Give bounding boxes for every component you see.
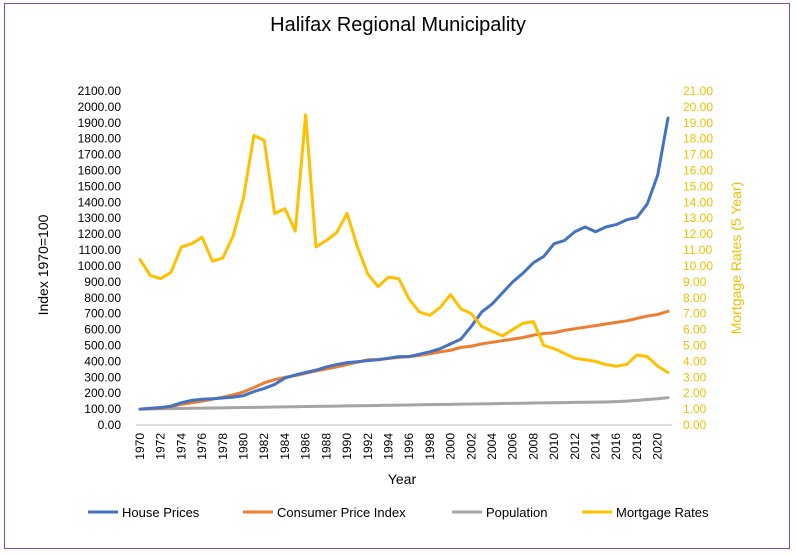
x-tick-label: 2006 [506, 433, 520, 460]
legend-label: Population [486, 505, 547, 520]
x-tick-label: 1974 [174, 433, 188, 460]
y2-tick-label: 9.00 [683, 275, 707, 289]
x-tick-label: 2010 [547, 433, 561, 460]
x-tick-label: 1986 [299, 433, 313, 460]
y-tick-label: 300.00 [84, 370, 121, 384]
legend: House Prices Consumer Price Index Populati… [88, 505, 709, 520]
y-tick-label: 600.00 [84, 323, 121, 337]
y-tick-label: 1500.00 [78, 179, 122, 193]
y-tick-label: 900.00 [84, 275, 121, 289]
y2-tick-label: 7.00 [683, 307, 707, 321]
y2-tick-label: 12.00 [683, 227, 713, 241]
y-tick-label: 2000.00 [78, 100, 122, 114]
y2-tick-label: 13.00 [683, 211, 713, 225]
legend-label: House Prices [122, 505, 200, 520]
x-tick-label: 2004 [485, 433, 499, 460]
y-tick-label: 200.00 [84, 386, 121, 400]
x-tick-label: 2012 [568, 433, 582, 460]
y2-axis-title: Mortgage Rates (5 Year) [728, 182, 744, 335]
x-tick-label: 1980 [237, 433, 251, 460]
x-tick-label: 2016 [609, 433, 623, 460]
y2-tick-label: 3.00 [683, 370, 707, 384]
y-tick-label: 1100.00 [79, 243, 122, 257]
y2-tick-label: 15.00 [683, 179, 713, 193]
y2-tick-label: 0.00 [683, 418, 707, 432]
series-line-population [138, 396, 670, 411]
y2-tick-label: 1.00 [683, 402, 707, 416]
x-tick-label: 2002 [464, 433, 478, 460]
y2-tick-label: 10.00 [683, 259, 713, 273]
y-tick-label: 1900.00 [78, 116, 122, 130]
y-tick-label: 1800.00 [78, 132, 122, 146]
y-tick-label: 1400.00 [78, 195, 122, 209]
y-tick-label: 800.00 [84, 291, 121, 305]
y-tick-label: 100.00 [84, 402, 121, 416]
y2-tick-label: 16.00 [683, 164, 713, 178]
y2-tick-label: 20.00 [683, 100, 713, 114]
y2-tick-label: 11.00 [683, 243, 712, 257]
y-tick-label: 700.00 [84, 307, 121, 321]
y2-tick-label: 5.00 [683, 338, 707, 352]
y2-tick-label: 2.00 [683, 386, 707, 400]
y-tick-label: 1600.00 [78, 164, 122, 178]
chart-frame [4, 3, 790, 549]
x-tick-label: 1972 [154, 433, 168, 460]
x-tick-label: 1988 [319, 433, 333, 460]
y2-tick-label: 8.00 [683, 291, 707, 305]
x-tick-label: 2020 [651, 433, 665, 460]
y-axis-title: Index 1970=100 [35, 214, 51, 315]
y-tick-label: 1300.00 [78, 211, 122, 225]
y-tick-label: 1000.00 [78, 259, 122, 273]
x-tick-label: 1970 [133, 433, 147, 460]
y-tick-label: 500.00 [84, 338, 121, 352]
y-tick-label: 1700.00 [78, 148, 122, 162]
y2-tick-label: 4.00 [683, 354, 707, 368]
y2-tick-label: 19.00 [683, 116, 713, 130]
series-line-house-prices [138, 116, 670, 411]
y2-tick-label: 18.00 [683, 132, 713, 146]
x-tick-label: 1984 [278, 433, 292, 460]
chart-title: Halifax Regional Municipality [270, 14, 526, 36]
x-tick-label: 2018 [630, 433, 644, 460]
x-tick-label: 1982 [257, 433, 271, 460]
series-line-mortgage-rates [138, 113, 670, 375]
x-axis-title: Year [388, 471, 417, 487]
y2-tick-label: 6.00 [683, 323, 707, 337]
x-tick-label: 1994 [381, 433, 395, 460]
legend-label: Consumer Price Index [277, 505, 406, 520]
x-tick-label: 1992 [361, 433, 375, 460]
y2-tick-label: 21.00 [683, 84, 713, 98]
y-tick-label: 0.00 [98, 418, 122, 432]
x-tick-label: 2000 [444, 433, 458, 460]
y2-tick-label: 17.00 [683, 148, 713, 162]
x-tick-label: 1996 [402, 433, 416, 460]
x-tick-label: 1990 [340, 433, 354, 460]
y-tick-label: 400.00 [84, 354, 121, 368]
x-tick-label: 1978 [216, 433, 230, 460]
y2-tick-label: 14.00 [683, 195, 713, 209]
x-tick-label: 1976 [195, 433, 209, 460]
x-tick-label: 2008 [526, 433, 540, 460]
y-tick-label: 1200.00 [78, 227, 122, 241]
y-tick-label: 2100.00 [78, 84, 122, 98]
x-tick-label: 2014 [589, 433, 603, 460]
x-tick-label: 1998 [423, 433, 437, 460]
legend-label: Mortgage Rates [616, 505, 709, 520]
